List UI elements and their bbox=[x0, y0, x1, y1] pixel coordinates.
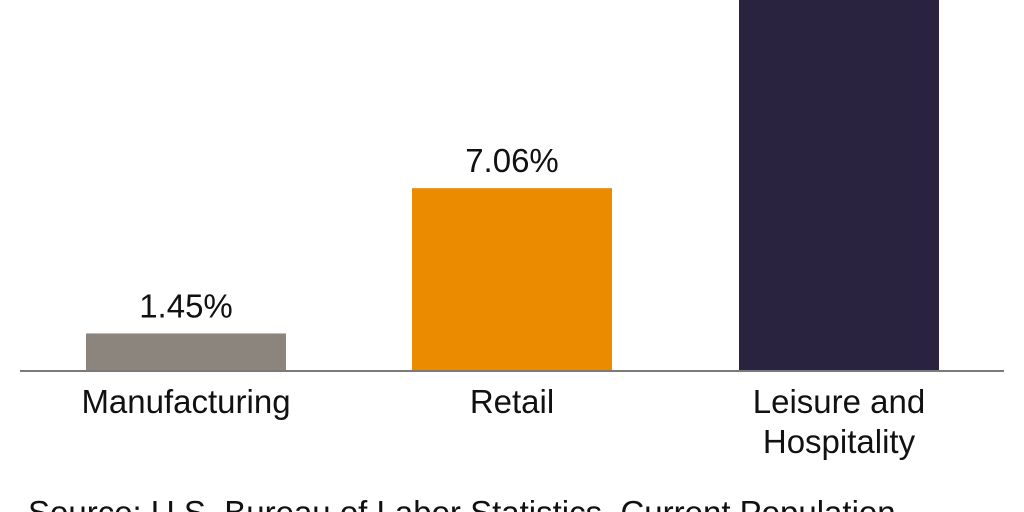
category-label-line: Manufacturing bbox=[81, 383, 290, 420]
bar-leisure-and-hospitality bbox=[739, 0, 939, 371]
source-note: Source: U.S. Bureau of Labor Statistics,… bbox=[28, 494, 896, 512]
category-label-line: Leisure and bbox=[753, 383, 925, 420]
category-label: Retail bbox=[470, 383, 554, 420]
value-labels-group: 1.45% 7.06% bbox=[139, 142, 559, 324]
category-label: Manufacturing bbox=[81, 383, 290, 420]
data-label: 1.45% bbox=[139, 287, 233, 324]
bar-retail bbox=[412, 188, 612, 371]
bars-group bbox=[86, 0, 939, 371]
category-label-line: Retail bbox=[470, 383, 554, 420]
data-label: 7.06% bbox=[465, 142, 559, 179]
category-label-line: Hospitality bbox=[763, 423, 916, 460]
category-label: Leisure and Hospitality bbox=[753, 383, 925, 460]
bar-manufacturing bbox=[86, 333, 286, 371]
category-labels-group: Manufacturing Retail Leisure and Hospitalit… bbox=[81, 383, 925, 460]
